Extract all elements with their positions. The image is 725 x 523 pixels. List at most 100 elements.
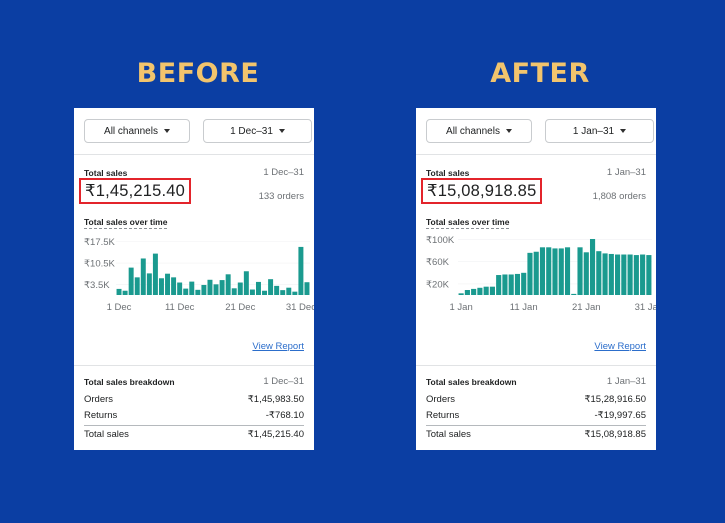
after-analytics-card: All channels 1 Jan–31 Total sales 1 Jan–… (416, 108, 656, 450)
after-orders-count: 1,808 orders (592, 191, 646, 202)
before-analytics-card: All channels 1 Dec–31 Total sales 1 Dec–… (74, 108, 314, 450)
after-date-select[interactable]: 1 Jan–31 (545, 119, 654, 143)
before-bar (274, 285, 280, 295)
after-bar (633, 255, 639, 295)
before-bar (140, 258, 146, 295)
after-total-sales-range: 1 Jan–31 (606, 167, 646, 178)
after-total-sales-label: Total sales (426, 168, 470, 178)
after-bar (483, 286, 489, 295)
after-bar (602, 253, 608, 295)
after-xtick-label: 31 Jan (635, 302, 656, 313)
after-ytick-label: ₹60K (426, 257, 450, 268)
after-orders-label: Orders (426, 394, 456, 405)
before-ytick-label: ₹10.5K (84, 259, 116, 270)
after-bar (558, 248, 564, 295)
after-breakdown-title: Total sales breakdown (426, 377, 517, 387)
after-bar (646, 255, 652, 295)
after-bar (577, 247, 583, 295)
before-bar (134, 277, 140, 295)
after-bar (552, 248, 558, 295)
after-bar (514, 273, 521, 295)
after-channel-select-label: All channels (446, 125, 500, 137)
divider (426, 425, 646, 426)
before-ytick-label: ₹17.5K (84, 237, 116, 248)
before-orders-value: ₹1,45,983.50 (247, 394, 304, 405)
before-bar (286, 287, 292, 295)
after-total-value: ₹15,08,918.85 (584, 429, 646, 440)
after-bar (627, 254, 633, 295)
before-bar (195, 289, 201, 295)
before-bar (231, 288, 237, 295)
after-bar (464, 290, 470, 295)
after-bar (502, 274, 508, 295)
chevron-down-icon (278, 129, 285, 133)
before-bar (213, 284, 219, 295)
before-filter-bar: All channels 1 Dec–31 (74, 108, 314, 155)
before-channel-select[interactable]: All channels (84, 119, 190, 143)
before-date-select-label: 1 Dec–31 (230, 125, 273, 137)
before-chart-title: Total sales over time (84, 217, 168, 229)
before-bar (207, 279, 213, 295)
after-date-select-label: 1 Jan–31 (572, 125, 615, 137)
before-total-value: ₹1,45,215.40 (247, 429, 304, 440)
before-heading: BEFORE (136, 58, 260, 89)
divider (416, 365, 656, 366)
after-breakdown-range: 1 Jan–31 (606, 376, 646, 387)
after-bar (583, 252, 589, 295)
after-view-report-link[interactable]: View Report (594, 341, 646, 352)
chevron-down-icon (505, 129, 512, 133)
before-bar (177, 282, 183, 295)
before-xtick-label: 31 Dec (286, 302, 314, 313)
before-bar (249, 289, 255, 295)
after-xtick-label: 21 Jan (572, 302, 601, 313)
after-bar (596, 251, 602, 295)
before-total-sales-label: Total sales (84, 168, 128, 178)
before-breakdown-range: 1 Dec–31 (263, 376, 304, 387)
before-bar (183, 288, 189, 295)
before-total-sales-range: 1 Dec–31 (263, 167, 304, 178)
after-bar (640, 254, 646, 295)
before-date-select[interactable]: 1 Dec–31 (203, 119, 312, 143)
before-bar (262, 290, 268, 295)
before-bar (255, 281, 261, 295)
before-orders-count: 133 orders (258, 191, 304, 202)
after-bar (458, 293, 464, 295)
after-bar (496, 275, 502, 295)
before-bar (268, 279, 274, 295)
after-ytick-label: ₹100K (426, 235, 455, 246)
before-total-label: Total sales (84, 429, 129, 440)
before-bar (171, 277, 177, 295)
after-bar (621, 254, 627, 295)
after-orders-value: ₹15,28,916.50 (584, 394, 646, 405)
chevron-down-icon (163, 129, 170, 133)
before-bar (243, 271, 249, 295)
before-view-report-link[interactable]: View Report (252, 341, 304, 352)
before-bar (237, 282, 243, 295)
before-bar (225, 274, 231, 295)
divider (84, 425, 304, 426)
before-returns-value: -₹768.10 (265, 410, 304, 421)
after-bar (477, 287, 483, 295)
after-bar (489, 286, 495, 295)
after-bar (571, 293, 577, 295)
before-returns-label: Returns (84, 410, 118, 421)
before-sales-chart: ₹3.5K ₹10.5K ₹17.5K 1 Dec 11 Dec 21 Dec 31 Dec (84, 237, 314, 313)
after-returns-label: Returns (426, 410, 460, 421)
before-xtick-label: 1 Dec (107, 302, 132, 313)
after-bar (521, 272, 527, 295)
after-bar (527, 252, 533, 295)
after-bar (564, 247, 571, 295)
before-total-sales-value: ₹1,45,215.40 (79, 178, 192, 204)
before-bar (292, 291, 298, 295)
after-channel-select[interactable]: All channels (426, 119, 532, 143)
after-ytick-label: ₹20K (426, 279, 450, 290)
after-bar (589, 238, 596, 295)
after-returns-value: -₹19,997.65 (594, 410, 646, 421)
after-xtick-label: 11 Jan (510, 302, 538, 313)
before-breakdown-title: Total sales breakdown (84, 377, 175, 387)
divider (74, 365, 314, 366)
before-bar (219, 280, 225, 295)
after-total-label: Total sales (426, 429, 471, 440)
before-ytick-label: ₹3.5K (84, 280, 110, 291)
before-orders-label: Orders (84, 394, 114, 405)
